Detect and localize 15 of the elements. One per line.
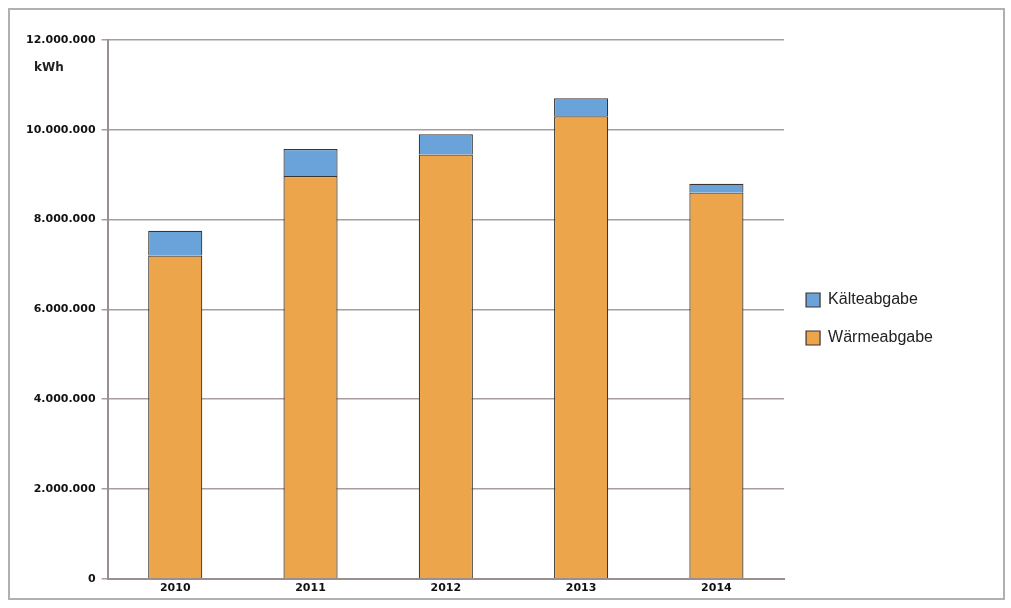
legend-label: Kälteabgabe <box>828 290 919 308</box>
x-tick-label: 2010 <box>159 581 191 595</box>
x-tick-label: 2012 <box>430 581 462 595</box>
x-tick-label: 2013 <box>565 581 597 595</box>
y-tick-label: 6.000.000 <box>33 302 96 316</box>
y-axis-title: kWh <box>34 60 64 75</box>
x-tick-label: 2014 <box>701 581 733 595</box>
x-tick-label: 2011 <box>295 581 326 595</box>
y-tick-label: 0 <box>87 571 96 585</box>
y-tick-label: 4.000.000 <box>33 392 96 406</box>
y-tick-label: 12.000.000 <box>25 32 96 46</box>
y-tick-label: 2.000.000 <box>33 481 96 495</box>
y-tick-label: 10.000.000 <box>25 122 96 136</box>
legend-label: Wärmeabgabe <box>828 328 934 346</box>
y-tick-label: 8.000.000 <box>33 212 96 226</box>
